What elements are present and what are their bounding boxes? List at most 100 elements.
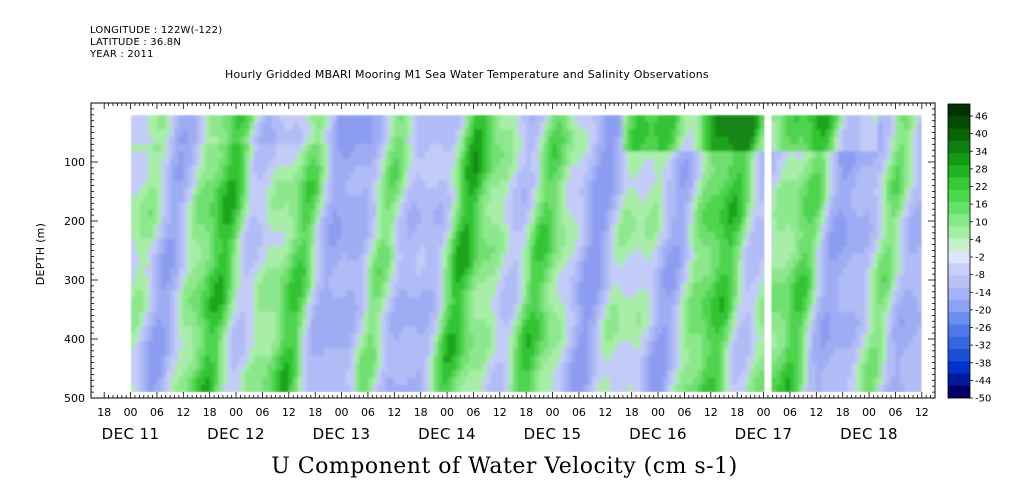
heatmap-cell xyxy=(587,348,593,357)
heatmap-cell xyxy=(675,114,681,123)
heatmap-cell xyxy=(315,282,321,291)
heatmap-cell xyxy=(561,180,567,189)
heatmap-cell xyxy=(693,311,699,320)
heatmap-cell xyxy=(658,151,664,160)
heatmap-cell xyxy=(139,187,145,196)
heatmap-cell xyxy=(556,341,562,349)
heatmap-cell xyxy=(684,282,690,291)
heatmap-cell xyxy=(539,143,545,152)
heatmap-cell xyxy=(433,136,439,145)
heatmap-cell xyxy=(350,289,356,298)
heatmap-cell xyxy=(244,129,250,138)
heatmap-cell xyxy=(302,136,307,145)
heatmap-cell xyxy=(684,253,690,262)
heatmap-cell xyxy=(156,129,162,138)
heatmap-cell xyxy=(680,209,686,218)
heatmap-cell xyxy=(200,231,206,240)
heatmap-cell xyxy=(328,180,334,189)
heatmap-cell xyxy=(372,268,378,276)
heatmap-cell xyxy=(306,173,312,182)
heatmap-cell xyxy=(508,282,514,291)
heatmap-cell xyxy=(249,173,255,182)
heatmap-cell xyxy=(592,122,598,130)
heatmap-cell xyxy=(517,202,523,211)
heatmap-cell xyxy=(306,114,312,123)
heatmap-cell xyxy=(134,333,140,342)
heatmap-cell xyxy=(644,370,650,379)
heatmap-cell xyxy=(363,275,369,284)
heatmap-cell xyxy=(530,253,536,262)
heatmap-cell xyxy=(341,384,347,393)
heatmap-cell xyxy=(433,355,439,364)
heatmap-cell xyxy=(513,216,518,225)
heatmap-cell xyxy=(592,253,598,262)
heatmap-cell xyxy=(438,297,444,306)
heatmap-cell xyxy=(297,384,303,393)
heatmap-cell xyxy=(574,202,580,211)
heatmap-cell xyxy=(499,326,505,335)
heatmap-cell xyxy=(653,370,659,379)
heatmap-cell xyxy=(517,333,523,342)
heatmap-cell xyxy=(649,136,655,145)
heatmap-cell xyxy=(442,348,448,357)
heatmap-cell xyxy=(565,246,571,255)
heatmap-cell xyxy=(556,268,562,276)
heatmap-cell xyxy=(627,165,633,174)
heatmap-cell xyxy=(253,377,259,386)
heatmap-cell xyxy=(407,370,413,379)
heatmap-cell xyxy=(455,129,461,138)
heatmap-cell xyxy=(521,333,527,342)
heatmap-cell xyxy=(350,224,356,233)
heatmap-cell xyxy=(521,129,527,138)
heatmap-cell xyxy=(521,165,527,174)
heatmap-cell xyxy=(499,173,505,182)
heatmap-cell xyxy=(644,377,650,386)
heatmap-cell xyxy=(666,195,672,203)
heatmap-cell xyxy=(675,275,681,284)
heatmap-cell xyxy=(429,195,435,203)
heatmap-cell xyxy=(658,311,664,320)
heatmap-cell xyxy=(499,253,505,262)
heatmap-cell xyxy=(236,377,242,386)
heatmap-cell xyxy=(152,311,158,320)
heatmap-cell xyxy=(451,348,457,357)
heatmap-cell xyxy=(341,231,347,240)
heatmap-cell xyxy=(636,151,642,160)
heatmap-cell xyxy=(183,209,189,218)
heatmap-cell xyxy=(578,348,584,357)
heatmap-cell xyxy=(636,224,642,233)
heatmap-cell xyxy=(332,136,338,145)
heatmap-cell xyxy=(218,158,224,167)
heatmap-cell xyxy=(425,224,431,233)
heatmap-cell xyxy=(420,187,426,196)
heatmap-cell xyxy=(249,143,255,152)
heatmap-cell xyxy=(491,377,497,386)
heatmap-cell xyxy=(332,209,338,218)
heatmap-cell xyxy=(565,377,571,386)
heatmap-cell xyxy=(306,143,312,152)
heatmap-cell xyxy=(372,297,378,306)
heatmap-cell xyxy=(244,341,250,349)
heatmap-cell xyxy=(288,384,294,393)
heatmap-cell xyxy=(499,260,505,269)
heatmap-cell xyxy=(310,304,316,313)
heatmap-cell xyxy=(310,114,316,123)
heatmap-cell xyxy=(425,370,431,379)
heatmap-cell xyxy=(526,348,532,357)
heatmap-cell xyxy=(332,253,338,262)
heatmap-cell xyxy=(367,384,373,393)
heatmap-cell xyxy=(631,246,637,255)
heatmap-cell xyxy=(280,216,286,225)
heatmap-cell xyxy=(702,180,708,189)
heatmap-cell xyxy=(275,384,281,393)
heatmap-cell xyxy=(684,348,690,357)
heatmap-cell xyxy=(258,289,264,298)
heatmap-cell xyxy=(315,304,321,313)
heatmap-cell xyxy=(416,209,422,218)
heatmap-cell xyxy=(284,238,290,247)
heatmap-cell xyxy=(310,231,316,240)
heatmap-cell xyxy=(565,297,571,306)
heatmap-cell xyxy=(178,275,184,284)
heatmap-cell xyxy=(697,377,703,386)
heatmap-cell xyxy=(451,209,457,218)
